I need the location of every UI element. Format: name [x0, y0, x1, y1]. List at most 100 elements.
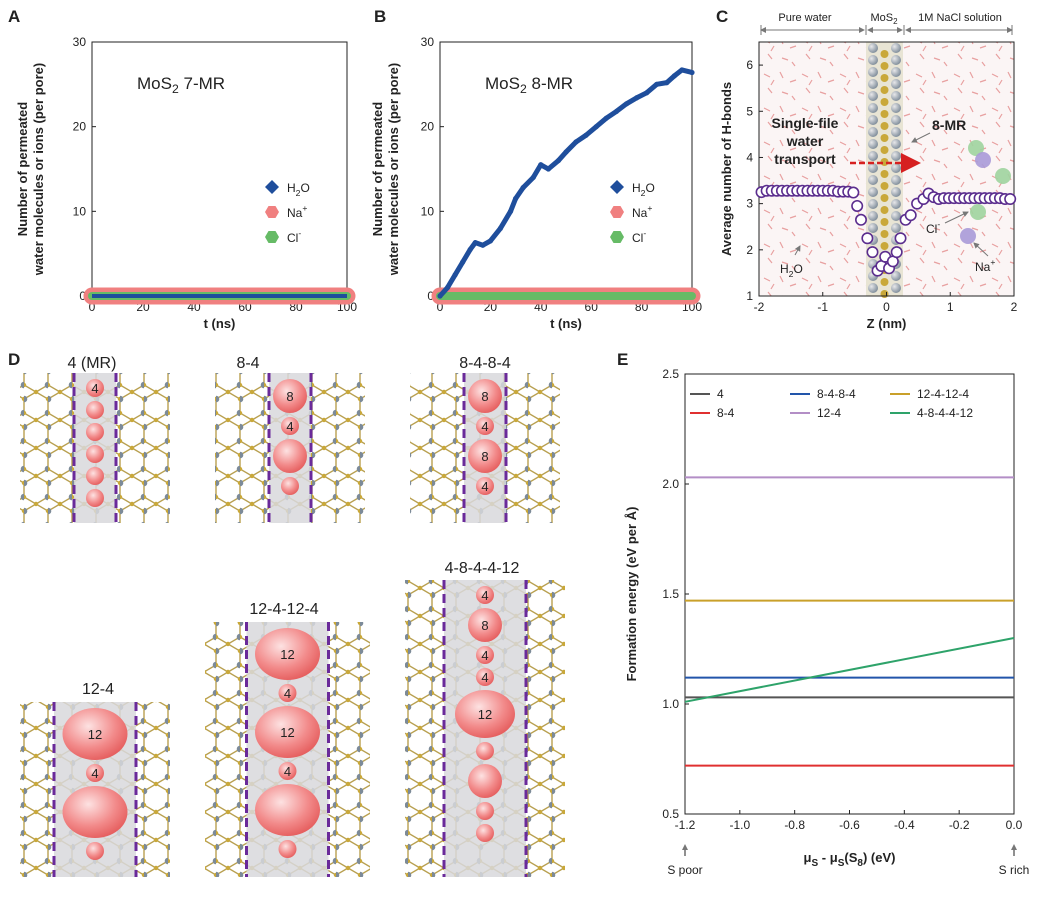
- mos2-atom: [880, 278, 889, 286]
- x-axis-label: t (ns): [550, 316, 582, 331]
- region-pure-water: Pure water: [778, 12, 832, 24]
- hbond-point: [851, 199, 864, 212]
- mos2-atom: [868, 283, 878, 293]
- plot-e: -1.2 -1.0 -0.8 -0.6 -0.4 -0.2 0.0 0.5 1.0 1.5 2.0 2…: [624, 367, 1029, 877]
- mos2-atom: [880, 62, 889, 70]
- x-axis-label: μS - μS(S8) (eV): [804, 850, 896, 869]
- hbond-point: [861, 232, 874, 245]
- mos2-atom: [891, 115, 901, 125]
- pore: [476, 668, 494, 686]
- mos2-atom: [891, 67, 901, 77]
- hbond-point: [894, 232, 907, 245]
- y-tick-label: 4: [746, 150, 753, 164]
- pore: [476, 742, 494, 760]
- h2o-point: [664, 80, 670, 86]
- h2o-point: [480, 242, 486, 248]
- legend-label-main: H: [287, 181, 296, 195]
- x-axis-label: t (ns): [204, 316, 236, 331]
- legend-label: 8-4: [717, 406, 735, 420]
- x-tick-label: -1.2: [675, 818, 696, 832]
- x-label-sub2: S: [838, 858, 845, 869]
- mos2-atom: [868, 43, 878, 53]
- mos2-atom: [891, 103, 901, 113]
- mos2-atom: [880, 242, 889, 250]
- mos2-atom: [891, 55, 901, 65]
- s-poor-label: S poor: [667, 863, 702, 877]
- y-tick-label: 20: [421, 120, 435, 134]
- pore: [468, 764, 502, 798]
- region-mos2-sub: 2: [893, 17, 898, 26]
- legend-marker-h2o: [265, 180, 279, 194]
- h2o-point: [633, 95, 640, 101]
- pore: [476, 417, 494, 435]
- structure-4: 12 4 12 4 12-4-12-4: [205, 601, 370, 877]
- legend-label-sup: +: [302, 203, 307, 213]
- legend-label: 4: [717, 387, 724, 401]
- legend-label: 12-4-12-4: [917, 387, 969, 401]
- legend-marker-cl: [610, 230, 624, 244]
- single-file-label-2: water: [786, 133, 824, 149]
- h2o-point: [644, 90, 650, 96]
- cl-ion: [970, 204, 986, 220]
- mos2-atom: [880, 86, 889, 94]
- cl-annotation-sup: -: [937, 219, 940, 229]
- panel-label-d: D: [8, 350, 20, 369]
- pore-number: 4: [286, 419, 293, 434]
- pore: [86, 445, 104, 463]
- pore-number: 8: [481, 389, 488, 404]
- series-4-8-4-4-12-line: [684, 637, 1015, 703]
- mos2-atom: [868, 163, 878, 173]
- mos2-atom: [891, 151, 901, 161]
- x-label-sub3: 8: [857, 858, 863, 869]
- plot-annotation-rest: 7-MR: [179, 74, 225, 93]
- x-label-mu: μ: [804, 850, 812, 865]
- pore: [86, 764, 104, 782]
- y-axis-label-2: water molecules or ions (per pore): [386, 63, 401, 276]
- region-mos2-main: MoS: [870, 12, 893, 24]
- x-tick-label: -1.0: [729, 818, 750, 832]
- mos2-atom: [891, 175, 901, 185]
- mos2-atom: [868, 67, 878, 77]
- pore-number: 12: [280, 647, 294, 662]
- structure-title: 8-4: [236, 355, 259, 372]
- structure-title: 4 (MR): [68, 355, 117, 372]
- mos2-atom: [880, 134, 889, 142]
- pore: [62, 786, 128, 838]
- structure-0: 4 4 (MR): [20, 355, 170, 523]
- x-label-paren: (S: [844, 850, 857, 865]
- legend-label-rest: O: [645, 181, 654, 195]
- cl-annotation-main: Cl: [926, 222, 937, 236]
- h2o-point: [460, 259, 466, 265]
- h2o-annotation-rest: O: [793, 262, 802, 276]
- y-tick-label: 0.5: [662, 807, 679, 821]
- structure-title: 8-4-8-4: [459, 355, 511, 372]
- y-axis-label-1: Number of permeated: [370, 102, 385, 236]
- structure-5: 4 8 4 4 12 4-8-4-4-12: [405, 560, 565, 877]
- hbond-point: [904, 209, 917, 222]
- h2o-point: [452, 272, 458, 278]
- mos2-atom: [880, 110, 889, 118]
- h2o-annotation: H2O: [780, 262, 803, 279]
- x-tick-label: 1: [947, 300, 954, 314]
- h2o-point: [623, 101, 630, 107]
- pore: [62, 708, 128, 760]
- pore-number: 4: [284, 686, 291, 701]
- plot-annotation-main: MoS: [485, 74, 520, 93]
- legend-label-rest: O: [300, 181, 309, 195]
- single-file-label-3: transport: [774, 151, 836, 167]
- h2o-point: [583, 132, 589, 138]
- h2o-point: [555, 157, 562, 164]
- pore: [278, 762, 297, 780]
- na-annotation: Na+: [975, 257, 995, 274]
- legend-label: H2O: [632, 181, 655, 198]
- h2o-point: [530, 174, 536, 181]
- legend-label: 8-4-8-4: [817, 387, 856, 401]
- pore: [255, 706, 320, 758]
- pore-number: 8: [481, 618, 488, 633]
- legend-label-sup: -: [643, 228, 646, 238]
- mos2-atom: [880, 122, 889, 130]
- h2o-point: [613, 108, 620, 115]
- pore-number: 4: [481, 588, 488, 603]
- mos2-atom: [891, 271, 901, 281]
